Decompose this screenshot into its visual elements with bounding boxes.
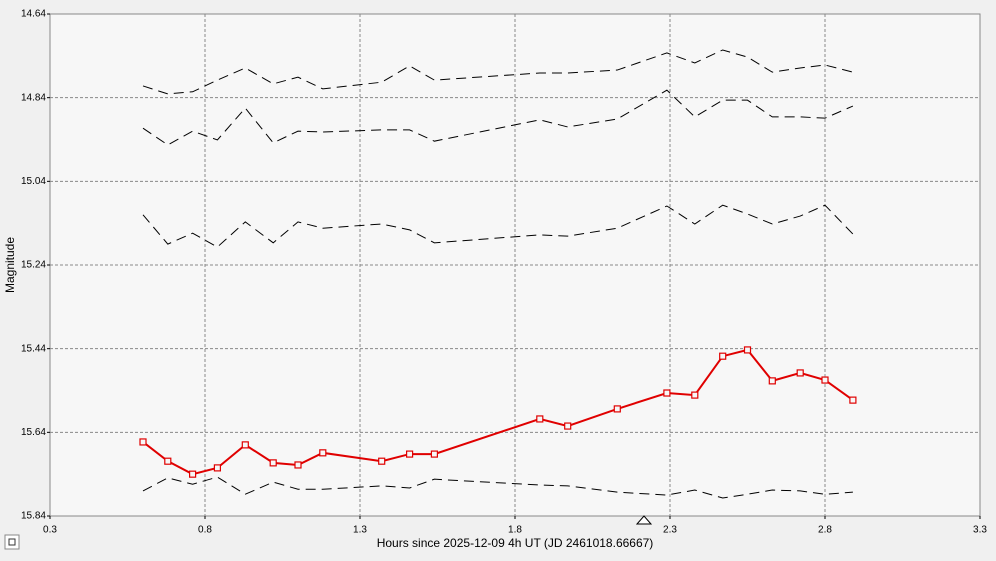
data-point	[294, 461, 302, 469]
data-point	[319, 449, 327, 457]
data-point	[430, 450, 438, 458]
data-point	[768, 377, 776, 385]
x-tick-label: 1.3	[353, 525, 367, 536]
series-line	[142, 89, 854, 146]
data-point	[269, 459, 277, 467]
x-tick-label: 0.8	[198, 525, 212, 536]
series-line	[142, 348, 854, 476]
y-tick-label: 15.24	[21, 260, 46, 271]
data-point	[821, 376, 829, 384]
time-marker	[635, 515, 653, 525]
y-tick-label: 14.84	[21, 92, 46, 103]
y-tick-label: 15.84	[21, 511, 46, 522]
data-point	[406, 450, 414, 458]
x-tick-label: 3.3	[973, 525, 987, 536]
data-point	[164, 457, 172, 465]
x-tick-label: 2.3	[663, 525, 677, 536]
series-line	[142, 476, 853, 499]
data-point	[564, 422, 572, 430]
series-line	[142, 204, 854, 248]
x-tick-label: 1.8	[508, 525, 522, 536]
y-tick-label: 15.64	[21, 427, 46, 438]
y-axis-label: Magnitude	[3, 237, 17, 293]
data-point	[743, 346, 752, 354]
y-tick-label: 14.64	[21, 9, 46, 20]
data-point	[139, 438, 147, 446]
data-point	[691, 391, 699, 399]
data-point	[663, 389, 671, 397]
data-point	[189, 470, 197, 478]
toggle-icon	[8, 538, 16, 546]
data-point	[719, 352, 727, 360]
y-tick-label: 15.44	[21, 343, 46, 354]
data-point	[213, 464, 221, 472]
toggle-button[interactable]	[4, 534, 20, 550]
data-point	[796, 369, 804, 377]
x-tick-label: 2.8	[818, 525, 832, 536]
data-point	[378, 457, 386, 465]
x-axis-label: Hours since 2025-12-09 4h UT (JD 2461018…	[377, 536, 654, 550]
y-tick-label: 15.04	[21, 176, 46, 187]
x-tick-label: 0.3	[43, 525, 57, 536]
data-point	[536, 415, 544, 423]
data-point	[849, 396, 857, 404]
data-point	[613, 405, 621, 413]
data-point	[241, 441, 249, 449]
